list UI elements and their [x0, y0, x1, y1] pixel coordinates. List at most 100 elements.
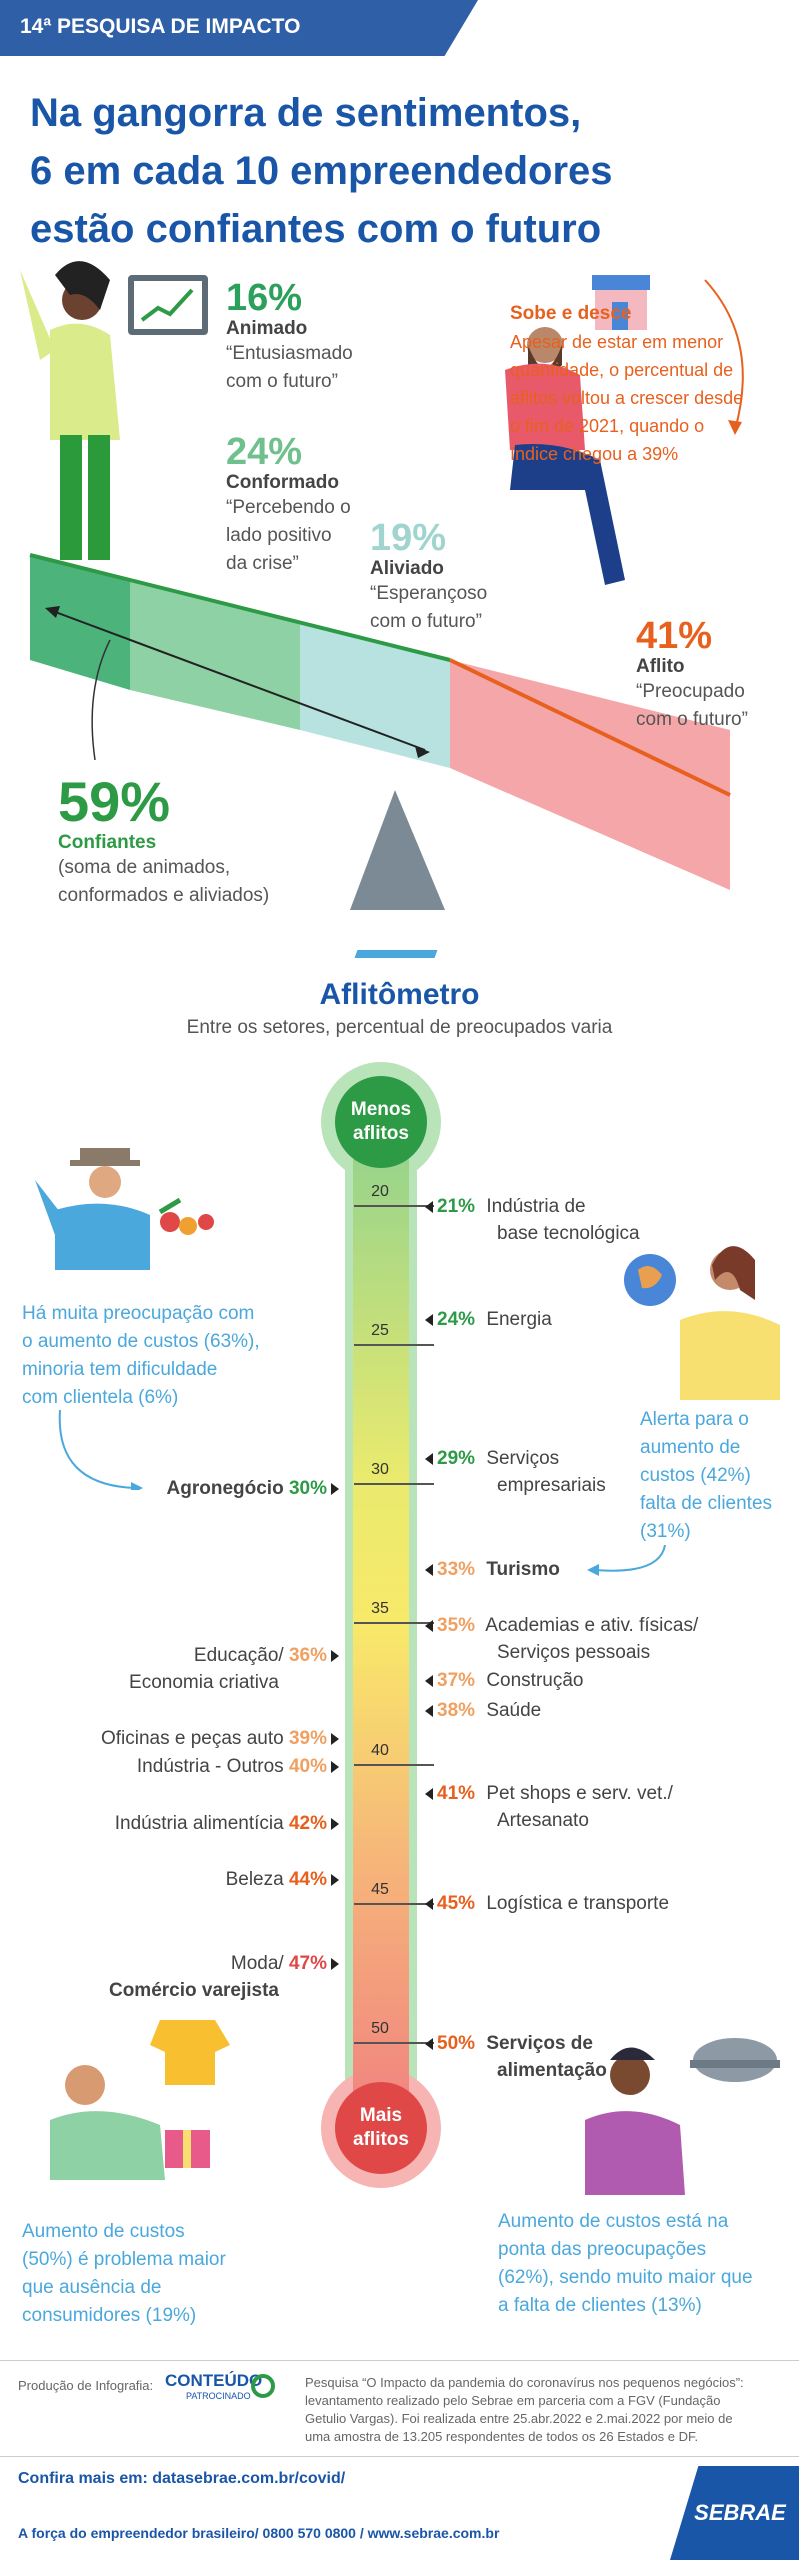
farmer-illustration: [35, 1148, 214, 1270]
animado-pct: 16%: [226, 277, 303, 319]
note-agro-line: com clientela (6%): [22, 1387, 179, 1408]
sector-label-2: Economia criativa: [129, 1672, 279, 1693]
note-turismo-line: falta de clientes: [640, 1493, 773, 1514]
sector-right-6: 38% Saúde: [425, 1697, 541, 1724]
sector-label-2: empresariais: [497, 1475, 606, 1496]
sobe-arrow-head: [728, 420, 742, 435]
sector-label: Indústria de: [486, 1196, 586, 1217]
note-agro-line: minoria tem dificuldade: [22, 1359, 218, 1380]
note-comercio-line: que ausência de: [22, 2277, 162, 2298]
confiantes-pct: 59%: [58, 770, 171, 833]
woman-figure: [20, 261, 208, 560]
sobe-line-2: quantidade, o percentual de: [510, 360, 734, 380]
sobe-desce-block: Sobe e desce Apesar de estar em menor qu…: [510, 300, 790, 468]
tick-line-25: [354, 1344, 434, 1346]
sector-label: Construção: [486, 1670, 584, 1691]
aflito-quote-1: “Preocupado: [636, 681, 745, 702]
tick-line-20: [354, 1205, 434, 1207]
sector-label-2: Serviços pessoais: [497, 1642, 651, 1663]
page-title: Na gangorra de sentimentos, 6 em cada 10…: [30, 84, 770, 258]
animado-label: Animado: [226, 318, 308, 339]
source-line: uma amostra de 13.205 respondentes de to…: [305, 2429, 699, 2444]
note-turismo: Alerta para o aumento de custos (42%) fa…: [640, 1406, 772, 1546]
sector-label: Turismo: [486, 1559, 560, 1580]
conformado-pct: 24%: [226, 431, 303, 473]
source-line: levantamento realizado pelo Sebrae em pa…: [305, 2393, 721, 2408]
tick-30: 30: [371, 1461, 389, 1478]
sector-pct: 50%: [437, 2033, 476, 2054]
note-agro-line: o aumento de custos (63%),: [22, 1331, 260, 1352]
animado-quote-2: com o futuro”: [226, 371, 338, 392]
note-alimentacao-line: ponta das preocupações: [498, 2239, 707, 2260]
source-line: Pesquisa “O Impacto da pandemia do coron…: [305, 2375, 744, 2390]
mais-line-1: Mais: [359, 2105, 403, 2126]
aflito-quote-2: com o futuro”: [636, 709, 748, 730]
tick-line-50: [354, 2042, 434, 2044]
sector-label: Agronegócio: [166, 1478, 284, 1499]
sector-left-5: Beleza 44%: [226, 1866, 339, 1893]
sector-label: Beleza: [225, 1869, 284, 1890]
forca-text: A força do empreendedor brasileiro/ 0800…: [18, 2525, 500, 2541]
note-alimentacao: Aumento de custos está na ponta das preo…: [498, 2208, 753, 2320]
sector-label: Logística e transporte: [486, 1893, 670, 1914]
sector-label: Serviços de: [486, 2033, 593, 2054]
brand-conteudo-sub: PATROCINADO: [186, 2391, 251, 2401]
sector-label: Indústria - Outros: [136, 1756, 284, 1777]
brand-circle-icon: [251, 2374, 275, 2398]
agro-arrow: [58, 1410, 143, 1490]
sector-pct: 47%: [288, 1953, 327, 1974]
sector-pct: 44%: [288, 1869, 327, 1890]
sector-label: Indústria alimentícia: [114, 1813, 284, 1834]
sector-right-9: 50% Serviços de alimentação: [425, 2030, 607, 2084]
sector-label-2: alimentação: [497, 2060, 607, 2081]
sector-label-2: Comércio varejista: [108, 1980, 279, 2001]
sector-label: Pet shops e serv. vet./: [486, 1783, 673, 1804]
note-comercio-line: Aumento de custos: [22, 2221, 185, 2242]
seesaw-graphic: [20, 261, 744, 910]
title-line-1: Na gangorra de sentimentos,: [30, 91, 582, 135]
tick-45: 45: [371, 1881, 389, 1898]
aflito-block: 41% Aflito “Preocupado com o futuro”: [636, 616, 748, 734]
sector-left-2: Oficinas e peças auto 39%: [101, 1725, 339, 1752]
woman-globe-illustration: [624, 1246, 780, 1400]
tick-50: 50: [371, 2020, 389, 2037]
aliviado-pct: 19%: [370, 517, 447, 559]
connector-line: [91, 639, 111, 761]
section-divider: [354, 950, 438, 958]
footer-divider-2: [0, 2456, 799, 2457]
plank-aflito: [450, 660, 730, 890]
sobe-line-3: aflitos voltou a crescer desde: [510, 388, 744, 408]
tick-40: 40: [371, 1742, 389, 1759]
aflito-label: Aflito: [636, 656, 685, 677]
sector-label-2: base tecnológica: [497, 1223, 640, 1244]
sector-left-0: Agronegócio 30%: [167, 1475, 339, 1502]
sector-pct: 40%: [288, 1756, 327, 1777]
conformado-quote-3: da crise”: [226, 553, 299, 574]
conformado-quote-1: “Percebendo o: [226, 497, 351, 518]
plank-animado: [30, 555, 130, 690]
aflitometro-title: Aflitômetro: [319, 978, 480, 1011]
note-comercio: Aumento de custos (50%) é problema maior…: [22, 2218, 226, 2330]
sector-label: Energia: [486, 1309, 552, 1330]
confira-link[interactable]: Confira mais em: datasebrae.com.br/covid…: [18, 2470, 346, 2487]
sector-right-3: 33% Turismo: [425, 1556, 560, 1583]
menos-line-1: Menos: [350, 1099, 412, 1120]
sector-left-4: Indústria alimentícia 42%: [115, 1810, 339, 1837]
sector-label: Academias e ativ. físicas/: [485, 1615, 699, 1636]
note-agro: Há muita preocupação com o aumento de cu…: [22, 1300, 260, 1412]
sector-pct: 39%: [288, 1728, 327, 1749]
confiantes-note-1: (soma de animados,: [58, 857, 231, 878]
arrow-head-left: [45, 606, 60, 618]
sobe-arrow: [704, 279, 744, 431]
sector-pct: 35%: [437, 1615, 476, 1636]
note-alimentacao-line: Aumento de custos está na: [498, 2211, 729, 2232]
sector-right-4: 35% Academias e ativ. físicas/ Serviços …: [425, 1612, 698, 1666]
conformado-label: Conformado: [226, 472, 339, 493]
note-agro-line: Há muita preocupação com: [22, 1303, 255, 1324]
sector-pct: 33%: [437, 1559, 476, 1580]
conformado-block: 24% Conformado “Percebendo o lado positi…: [226, 432, 351, 578]
sector-pct: 36%: [288, 1645, 327, 1666]
note-turismo-line: aumento de: [640, 1437, 741, 1458]
conformado-quote-2: lado positivo: [226, 525, 332, 546]
sector-right-1: 24% Energia: [425, 1306, 552, 1333]
